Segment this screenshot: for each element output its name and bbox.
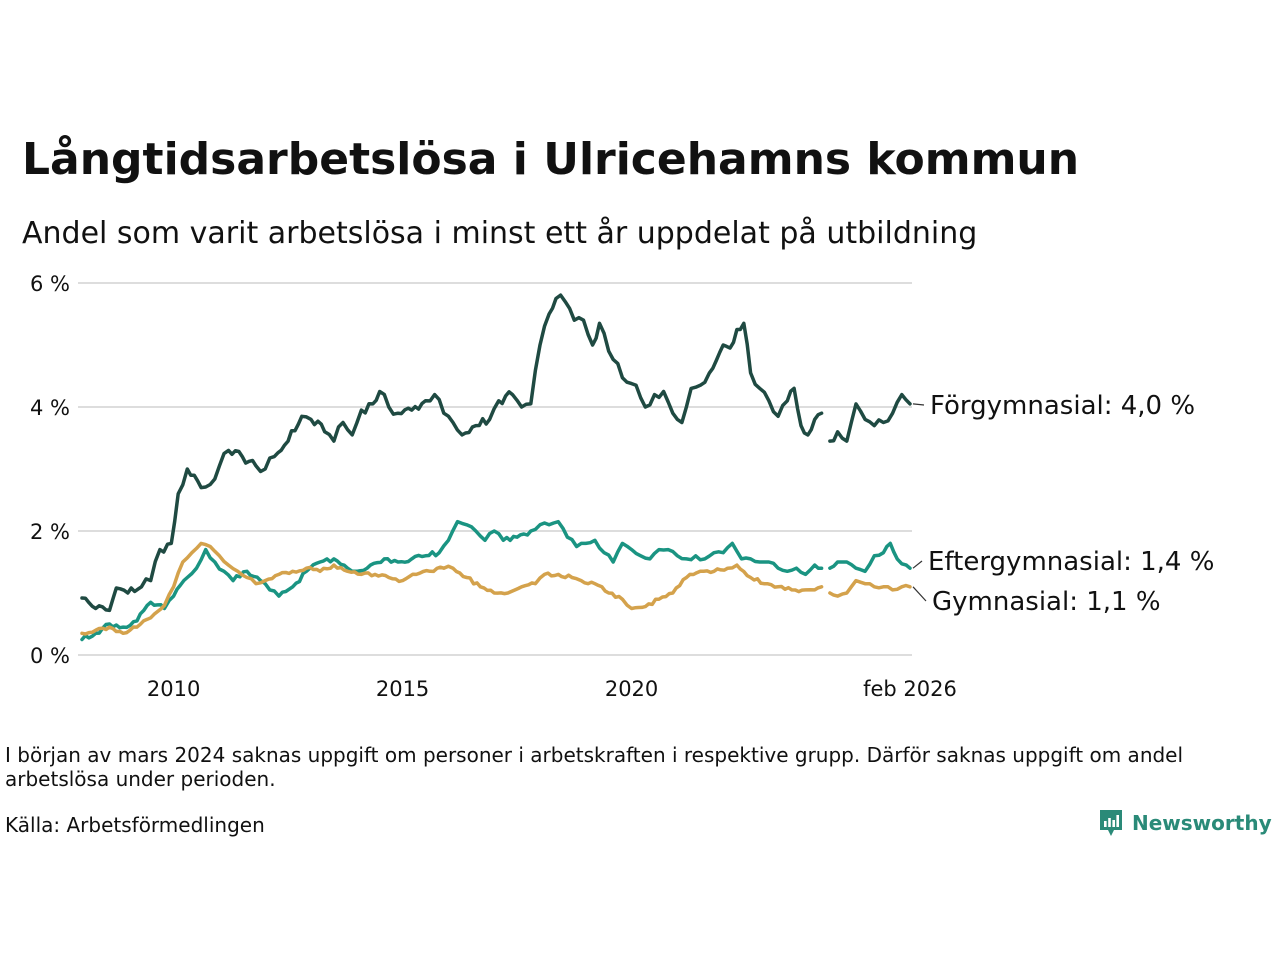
series-line-eftergymnasial xyxy=(828,541,912,574)
footnote: I början av mars 2024 saknas uppgift om … xyxy=(5,743,1184,791)
series-line-forgymnasial xyxy=(828,392,912,443)
series-line-forgymnasial xyxy=(80,293,824,613)
line-chart: 0 % 2 % 4 % 6 % 2010 2015 2020 feb 2026 Förgymna… xyxy=(30,272,1214,701)
series-layer xyxy=(80,293,912,642)
chart-title: Långtidsarbetslösa i Ulricehamns kommun xyxy=(22,134,1080,185)
series-leader-line xyxy=(912,560,923,569)
series-line-eftergymnasial xyxy=(80,519,824,642)
y-tick-label: 6 % xyxy=(30,272,70,296)
label-layer: 0 % 2 % 4 % 6 % 2010 2015 2020 feb 2026 Förgymna… xyxy=(30,272,1214,701)
series-line-gymnasial xyxy=(80,541,824,636)
series-end-label: Förgymnasial: 4,0 % xyxy=(930,391,1195,421)
y-tick-label: 4 % xyxy=(30,396,70,420)
series-end-label: Gymnasial: 1,1 % xyxy=(932,587,1161,617)
series-line-gymnasial xyxy=(828,578,912,598)
grid-layer xyxy=(78,282,912,656)
series-leader-line xyxy=(912,403,925,406)
y-tick-label: 2 % xyxy=(30,520,70,544)
x-tick-label: 2020 xyxy=(605,677,658,701)
x-tick-label: feb 2026 xyxy=(863,677,957,701)
series-leader-line xyxy=(912,586,927,602)
x-tick-label: 2015 xyxy=(376,677,429,701)
y-tick-label: 0 % xyxy=(30,644,70,668)
brand-logo: Newsworthy xyxy=(1098,808,1272,838)
x-tick-label: 2010 xyxy=(147,677,200,701)
source-text: Källa: Arbetsförmedlingen xyxy=(5,813,265,837)
series-end-label: Eftergymnasial: 1,4 % xyxy=(928,547,1214,577)
newsworthy-icon xyxy=(1100,810,1122,836)
brand-name: Newsworthy xyxy=(1132,811,1272,835)
chart-subtitle: Andel som varit arbetslösa i minst ett å… xyxy=(22,216,978,251)
